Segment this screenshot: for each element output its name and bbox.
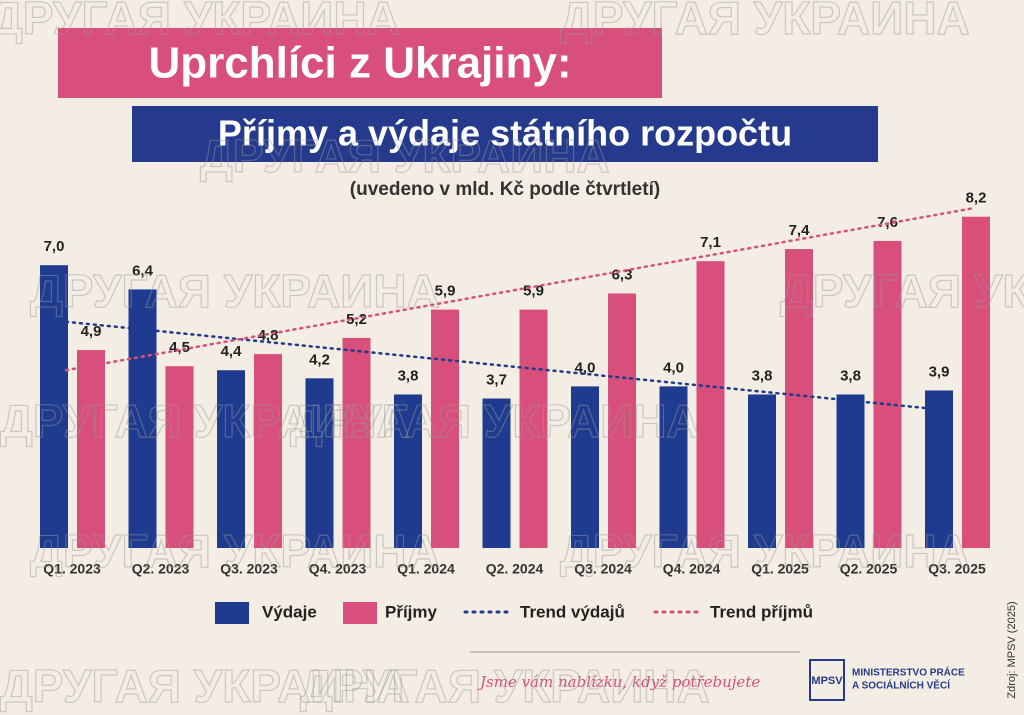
value-label: 3,8: [752, 367, 773, 384]
bar: [873, 240, 902, 548]
watermark: ДРУГАЯ УКРАИНА: [30, 265, 440, 317]
watermark: ДРУГАЯ УКРАИНА: [30, 525, 440, 577]
value-label: 4,8: [258, 327, 279, 344]
bar: [394, 394, 422, 548]
value-label: 3,9: [929, 363, 950, 380]
bar: [165, 366, 194, 548]
bar: [785, 249, 813, 549]
value-label: 7,1: [700, 234, 721, 251]
value-label: 3,7: [486, 371, 507, 388]
value-label: 5,9: [435, 283, 456, 300]
chart-subtitle: Příjmy a výdaje státního rozpočtu: [218, 113, 792, 154]
slogan: Jsme vám nablízku, když potřebujete: [477, 673, 760, 691]
value-label: 4,0: [663, 359, 684, 376]
watermark: ДРУГАЯ УКРАИНА: [290, 395, 700, 447]
title-box: [58, 28, 662, 98]
legend-label: Trend příjmů: [710, 602, 813, 621]
watermark: ДРУГАЯ УКРАИНА: [300, 660, 710, 712]
value-label: 7,4: [789, 222, 811, 239]
value-label: 7,0: [44, 238, 65, 255]
value-label: 4,0: [575, 359, 596, 376]
legend-label: Příjmy: [385, 602, 438, 621]
bar: [431, 309, 459, 548]
bar: [482, 398, 511, 548]
subtitle-box: [132, 106, 878, 162]
bar: [962, 216, 990, 548]
x-tick-label: Q2. 2025: [840, 561, 898, 577]
x-tick-label: Q4. 2023: [309, 561, 367, 577]
bar: [571, 386, 599, 548]
watermark: ДРУГАЯ УКРАИНА: [0, 0, 400, 44]
legend-swatch: [343, 602, 377, 624]
x-tick-label: Q1. 2025: [751, 561, 809, 577]
watermark: ДРУГАЯ УКРАИНА: [780, 265, 1024, 317]
watermark: ДРУГАЯ УКРАИНА: [0, 660, 410, 712]
x-tick-label: Q3. 2024: [574, 561, 632, 577]
bar: [696, 261, 725, 548]
watermark: ДРУГАЯ УКРАИНА: [0, 395, 410, 447]
x-tick-label: Q2. 2023: [132, 561, 190, 577]
value-label: 4,2: [309, 351, 330, 368]
source: Zdroj: MPSV (2025): [1006, 601, 1018, 698]
bar: [77, 350, 105, 548]
value-label: 6,4: [132, 262, 154, 279]
bar: [608, 293, 636, 548]
legend-label: Trend výdajů: [520, 602, 625, 621]
logo: MPSV: [811, 675, 843, 687]
legend-swatch: [215, 602, 249, 624]
bar: [40, 265, 68, 548]
bar: [305, 378, 334, 548]
legend-label: Výdaje: [262, 602, 317, 621]
value-label: 4,4: [221, 343, 243, 360]
chart-note: (uvedeno v mld. Kč podle čtvrtletí): [350, 179, 660, 200]
ministry-line: A SOCIÁLNÍCH VĚCÍ: [852, 679, 950, 692]
bar: [217, 370, 245, 548]
x-tick-label: Q2. 2024: [486, 561, 544, 577]
ministry-line: MINISTERSTVO PRÁCE: [852, 666, 965, 679]
value-label: 4,5: [169, 339, 190, 356]
value-label: 8,2: [966, 190, 987, 207]
x-tick-label: Q1. 2024: [397, 561, 455, 577]
bar: [748, 394, 776, 548]
chart-title: Uprchlíci z Ukrajiny:: [148, 39, 571, 88]
watermark: ДРУГАЯ УКРАИНА: [560, 525, 970, 577]
trend-line: [64, 207, 973, 372]
value-label: 3,8: [840, 367, 861, 384]
bar: [519, 309, 548, 548]
value-label: 3,8: [398, 367, 419, 384]
watermark: ДРУГАЯ УКРАИНА: [200, 130, 610, 182]
bar: [836, 394, 865, 548]
trend-line: [64, 320, 953, 412]
bar: [925, 390, 953, 548]
x-tick-label: Q3. 2023: [220, 561, 278, 577]
bar: [254, 354, 282, 548]
x-tick-label: Q1. 2023: [43, 561, 101, 577]
bar: [659, 386, 688, 548]
logo-box: [809, 659, 845, 701]
watermark: ДРУГАЯ УКРАИНА: [560, 0, 970, 44]
value-label: 6,3: [612, 266, 633, 283]
x-tick-label: Q4. 2024: [663, 561, 721, 577]
bar: [342, 337, 371, 548]
x-tick-label: Q3. 2025: [928, 561, 986, 577]
value-label: 4,9: [81, 323, 102, 340]
bar: [128, 289, 157, 548]
